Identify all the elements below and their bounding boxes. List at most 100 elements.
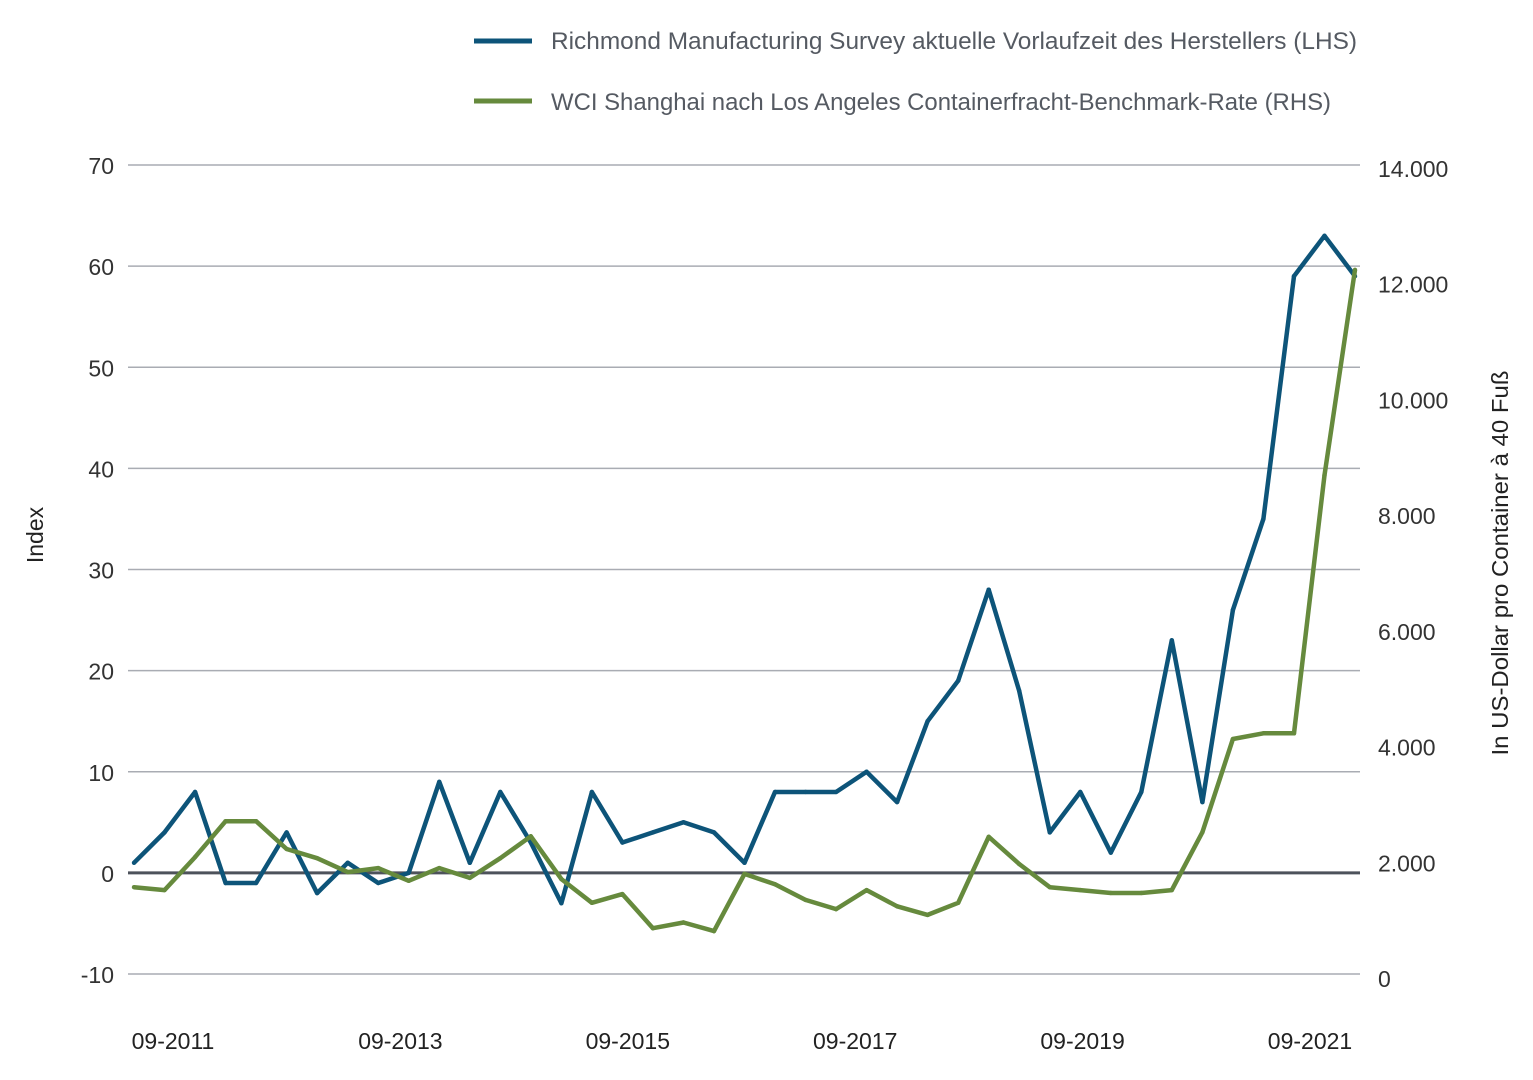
data-point xyxy=(406,878,411,883)
data-point xyxy=(955,900,961,905)
gridlines xyxy=(128,164,1360,975)
data-point xyxy=(772,882,778,887)
data-point xyxy=(284,830,289,835)
data-point xyxy=(467,860,472,865)
legend-label-richmond: Richmond Manufacturing Survey aktuelle V… xyxy=(551,28,1357,55)
right-y-tick-label: 4.000 xyxy=(1378,735,1436,761)
data-point xyxy=(406,870,411,876)
data-point xyxy=(131,884,137,890)
data-point xyxy=(711,830,717,835)
data-point xyxy=(1078,789,1083,795)
data-point xyxy=(223,819,228,824)
right-y-tick-label: 14.000 xyxy=(1378,156,1448,182)
data-point xyxy=(1078,887,1083,893)
data-point xyxy=(742,871,747,877)
data-point xyxy=(345,860,350,865)
data-point xyxy=(1352,267,1358,273)
data-point xyxy=(620,891,625,897)
data-point xyxy=(1047,884,1052,890)
data-point xyxy=(681,820,686,825)
left-y-tick-label: 10 xyxy=(88,760,114,786)
data-point xyxy=(376,880,381,886)
data-point xyxy=(925,718,930,724)
data-point xyxy=(1108,850,1114,855)
data-point xyxy=(1169,638,1175,643)
data-point xyxy=(1230,607,1236,613)
data-point xyxy=(345,869,350,875)
data-point xyxy=(192,854,198,860)
data-point xyxy=(650,830,656,835)
data-point xyxy=(314,856,320,861)
right-y-tick-label: 8.000 xyxy=(1378,503,1436,529)
left-y-axis-label: Index xyxy=(22,506,48,563)
data-point xyxy=(803,789,808,795)
right-y-tick-label: 6.000 xyxy=(1378,619,1436,645)
data-point xyxy=(1322,233,1327,238)
left-y-axis-ticks: -10 0 10 20 30 40 50 60 70 xyxy=(81,153,114,988)
data-point xyxy=(467,875,472,881)
data-point xyxy=(864,887,869,893)
data-point xyxy=(1139,789,1144,795)
legend-label-wci: WCI Shanghai nach Los Angeles Containerf… xyxy=(551,89,1331,116)
right-y-axis-label: In US-Dollar pro Container à 40 Fuß xyxy=(1487,371,1513,756)
data-point xyxy=(498,789,503,795)
data-point xyxy=(742,860,747,865)
data-point xyxy=(1017,688,1022,694)
data-point xyxy=(1139,890,1144,896)
series-wci xyxy=(131,267,1358,934)
data-point xyxy=(864,769,869,774)
data-point xyxy=(437,779,442,785)
left-y-tick-label: 0 xyxy=(101,861,114,887)
data-point xyxy=(1200,799,1205,805)
data-point xyxy=(772,789,778,795)
series-line-wci xyxy=(133,269,1358,934)
left-y-tick-label: -10 xyxy=(81,962,114,988)
series-lines xyxy=(131,233,1358,934)
data-point xyxy=(559,901,564,906)
left-y-tick-label: 70 xyxy=(88,153,114,179)
data-point xyxy=(986,834,991,840)
data-point xyxy=(1261,516,1266,522)
x-tick-label: 09-2013 xyxy=(358,1028,442,1054)
x-tick-label: 09-2021 xyxy=(1268,1028,1352,1054)
legend: Richmond Manufacturing Survey aktuelle V… xyxy=(474,28,1357,116)
data-point xyxy=(986,587,991,592)
data-point xyxy=(1291,731,1297,736)
data-point xyxy=(192,789,198,795)
right-y-tick-label: 2.000 xyxy=(1378,850,1436,876)
data-point xyxy=(589,900,595,905)
data-point xyxy=(1108,890,1114,896)
data-point xyxy=(955,678,961,683)
x-tick-label: 09-2011 xyxy=(132,1028,215,1054)
data-point xyxy=(1230,736,1236,742)
data-point xyxy=(1169,887,1175,893)
left-y-tick-label: 50 xyxy=(88,355,114,381)
data-point xyxy=(589,789,595,795)
data-point xyxy=(559,876,564,882)
data-point xyxy=(1261,731,1266,736)
data-point xyxy=(650,926,656,931)
series-richmond xyxy=(131,233,1358,906)
data-point xyxy=(253,819,259,824)
data-point xyxy=(833,789,839,795)
right-y-axis-ticks: 0 2.000 4.000 6.000 8.000 10.000 12.000 14.000 xyxy=(1378,156,1448,992)
data-point xyxy=(498,856,503,861)
data-point xyxy=(314,890,320,896)
data-point xyxy=(437,865,442,871)
data-point xyxy=(162,887,167,893)
data-point xyxy=(253,880,259,886)
data-point xyxy=(894,799,900,805)
left-y-tick-label: 40 xyxy=(88,456,114,482)
data-point xyxy=(681,920,686,925)
left-y-tick-label: 20 xyxy=(88,659,114,685)
data-point xyxy=(620,840,625,845)
data-point xyxy=(1322,473,1327,478)
data-point xyxy=(1200,830,1205,835)
x-tick-label: 09-2017 xyxy=(813,1028,897,1054)
left-y-tick-label: 60 xyxy=(88,254,114,280)
data-point xyxy=(1017,861,1022,867)
data-point xyxy=(284,846,289,852)
data-point xyxy=(1047,830,1052,835)
data-point xyxy=(894,904,900,909)
